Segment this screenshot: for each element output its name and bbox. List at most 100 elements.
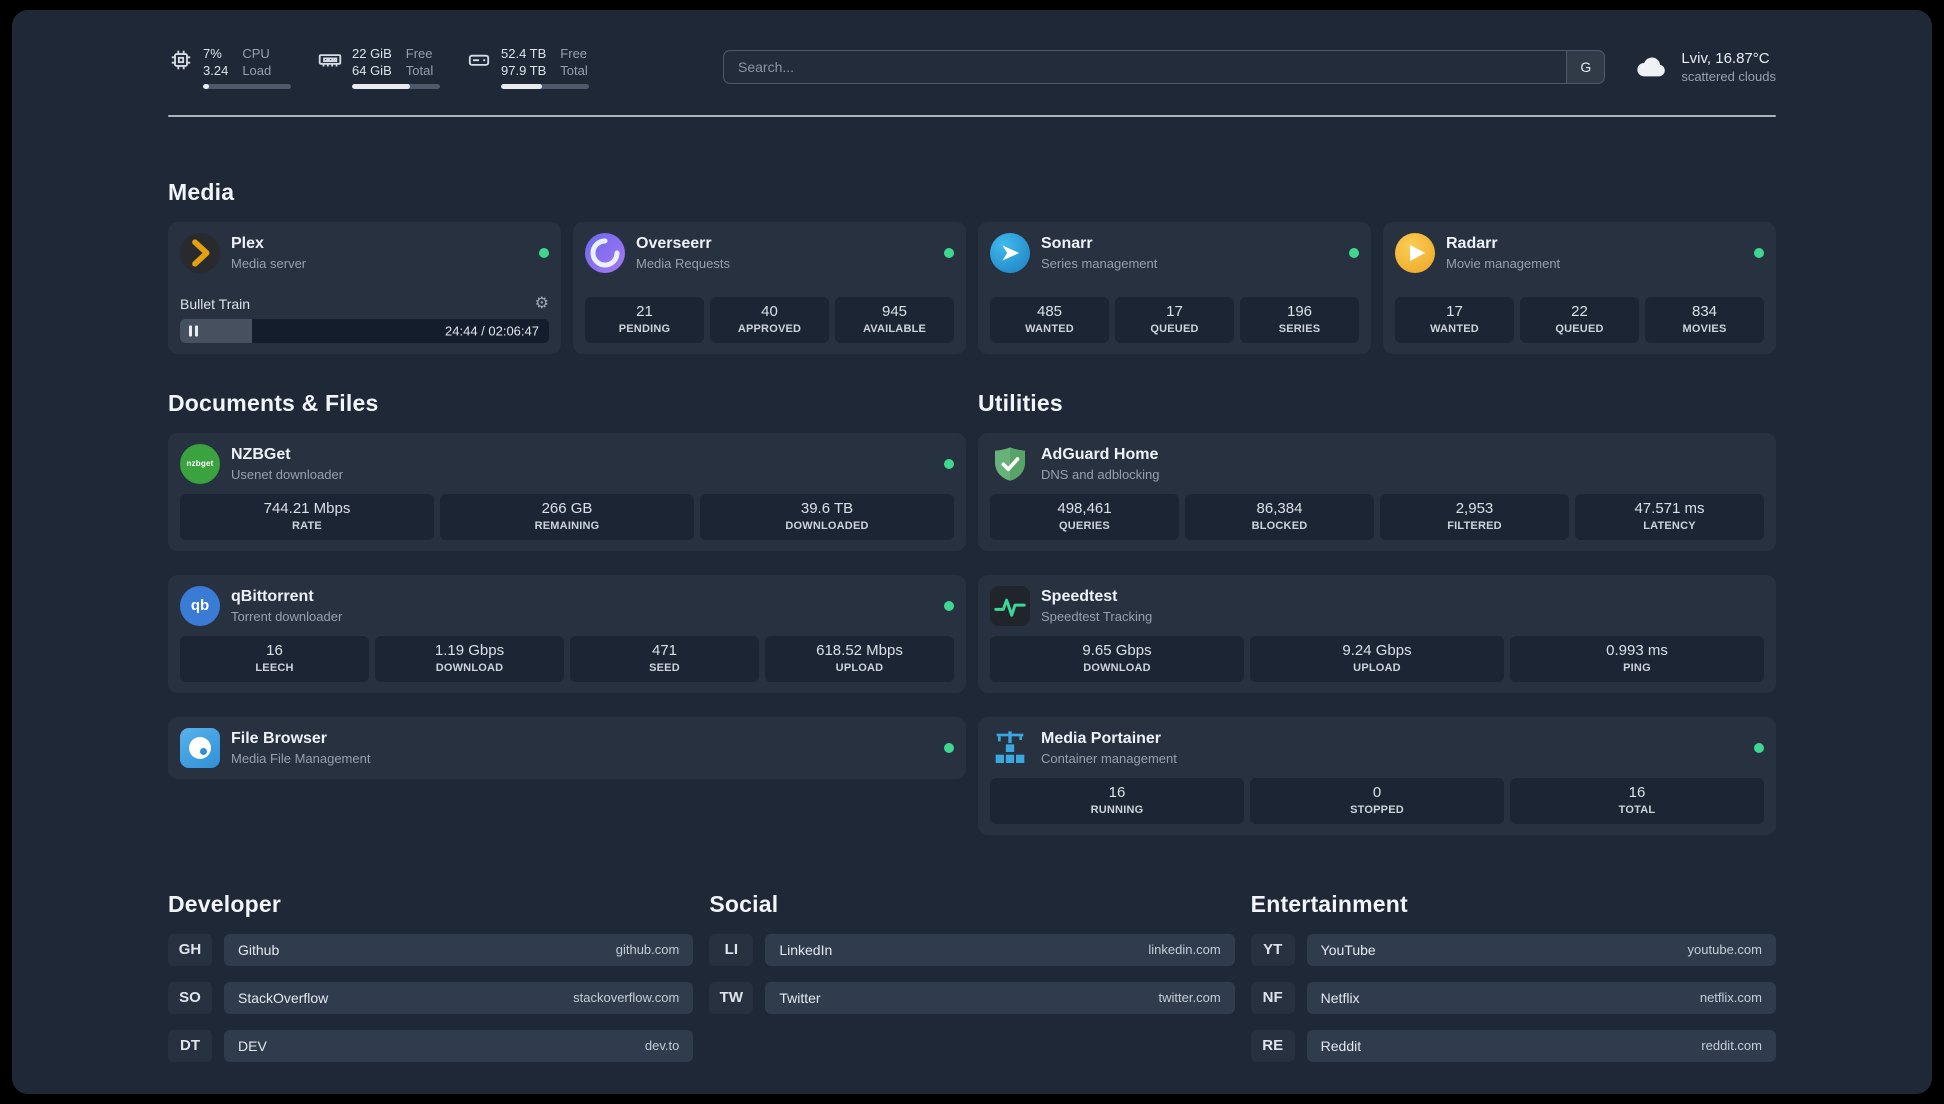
section-title-media: Media <box>168 178 235 205</box>
stat-wanted: 17 WANTED <box>1395 296 1514 343</box>
adguard-shield-icon <box>990 444 1030 484</box>
dashboard: 7% 3.24 CPU Load <box>12 10 1932 1094</box>
service-card-qbittorrent[interactable]: qb qBittorrent Torrent downloader 16 LEE… <box>168 574 966 693</box>
service-card-adguard[interactable]: AdGuard Home DNS and adblocking 498,461 … <box>978 432 1776 551</box>
dashboard-content: 7% 3.24 CPU Load <box>168 10 1776 1062</box>
bookmark-url: netflix.com <box>1699 990 1762 1006</box>
bookmark-name: Netflix <box>1320 989 1360 1006</box>
service-card-speedtest[interactable]: Speedtest Speedtest Tracking 9.65 Gbps D… <box>978 574 1776 693</box>
disk-icon <box>466 47 492 73</box>
bookmark-name: Reddit <box>1320 1037 1362 1054</box>
stat-approved: 40 APPROVED <box>710 296 829 343</box>
bookmark-abbr: DT <box>168 1029 212 1062</box>
stat-download: 9.65 Gbps DOWNLOAD <box>990 635 1244 682</box>
service-card-radarr[interactable]: Radarr Movie management 17 WANTED 22 QUE… <box>1383 221 1776 354</box>
service-name: Speedtest <box>1041 588 1118 606</box>
bookmark-twitter[interactable]: TW Twitter twitter.com <box>709 981 1235 1014</box>
cpu-labels: CPU Load <box>242 46 272 78</box>
section-title-entertainment: Entertainment <box>1250 890 1408 917</box>
section-title-documents: Documents & Files <box>168 389 379 416</box>
service-name: Sonarr <box>1041 235 1093 253</box>
bookmark-name: LinkedIn <box>779 941 833 958</box>
service-name: AdGuard Home <box>1041 446 1159 464</box>
speedtest-stats: 9.65 Gbps DOWNLOAD 9.24 Gbps UPLOAD 0.99… <box>990 635 1764 682</box>
pause-icon[interactable] <box>189 325 198 337</box>
memory-labels: Free Total <box>405 46 434 78</box>
stat-pending: 21 PENDING <box>585 296 704 343</box>
qbittorrent-header: qb qBittorrent Torrent downloader <box>180 585 954 626</box>
stat-remaining: 266 GB REMAINING <box>440 493 694 540</box>
bookmark-abbr: GH <box>168 933 212 966</box>
bookmark-reddit[interactable]: RE Reddit reddit.com <box>1250 1029 1776 1062</box>
overseerr-icon <box>585 232 625 273</box>
service-card-filebrowser[interactable]: File Browser Media File Management <box>168 716 966 779</box>
sonarr-icon <box>990 232 1030 273</box>
service-name: Radarr <box>1446 235 1498 253</box>
bookmark-url: github.com <box>615 942 680 958</box>
service-card-plex[interactable]: Plex Media server Bullet Train ⚙ 24:44 /… <box>168 221 561 354</box>
stat-running: 16 RUNNING <box>990 777 1244 824</box>
search-provider-button[interactable]: G <box>1566 51 1605 84</box>
stat-ping: 0.993 ms PING <box>1510 635 1764 682</box>
section-documents: Documents & Files nzbget NZBGet Usenet d… <box>168 390 966 835</box>
stat-latency: 47.571 ms LATENCY <box>1575 493 1764 540</box>
bookmark-abbr: NF <box>1250 981 1295 1014</box>
bookmark-name: YouTube <box>1320 941 1376 958</box>
bookmark-name: DEV <box>238 1037 267 1054</box>
status-dot <box>539 247 549 258</box>
bookmarks-section: Developer GH Github github.com SO StackO… <box>168 891 1776 1062</box>
adguard-stats: 498,461 QUERIES 86,384 BLOCKED 2,953 FIL… <box>990 493 1764 540</box>
bookmark-dev[interactable]: DT DEV dev.to <box>168 1029 694 1062</box>
now-playing-title: Bullet Train <box>180 295 251 312</box>
stat-download: 1.19 Gbps DOWNLOAD <box>375 635 564 682</box>
service-subtitle: Media server <box>231 256 307 272</box>
service-card-portainer[interactable]: Media Portainer Container management 16 … <box>978 716 1776 835</box>
disk-usage-bar <box>501 83 589 89</box>
memory-icon <box>317 47 343 73</box>
status-dot <box>944 600 954 611</box>
stat-upload: 618.52 Mbps UPLOAD <box>765 635 954 682</box>
service-subtitle: Series management <box>1041 256 1158 272</box>
cloud-icon <box>1633 53 1671 81</box>
overseerr-stats: 21 PENDING 40 APPROVED 945 AVAILABLE <box>585 296 954 343</box>
bookmark-group-entertainment: Entertainment YT YouTube youtube.com NF … <box>1250 890 1776 1062</box>
bookmark-youtube[interactable]: YT YouTube youtube.com <box>1250 933 1776 966</box>
memory-usage-bar <box>352 83 440 89</box>
bookmark-netflix[interactable]: NF Netflix netflix.com <box>1250 981 1776 1014</box>
cpu-icon <box>168 47 194 73</box>
service-name: NZBGet <box>231 446 291 464</box>
gear-icon[interactable]: ⚙ <box>534 294 549 312</box>
filebrowser-icon <box>180 727 220 768</box>
bookmark-stackoverflow[interactable]: SO StackOverflow stackoverflow.com <box>168 981 694 1014</box>
stat-movies: 834 MOVIES <box>1645 296 1764 343</box>
service-card-nzbget[interactable]: nzbget NZBGet Usenet downloader 744.21 M… <box>168 432 966 551</box>
portainer-stats: 16 RUNNING 0 STOPPED 16 TOTAL <box>990 777 1764 824</box>
service-subtitle: Media File Management <box>231 751 371 767</box>
search-bar: G <box>723 50 1606 85</box>
playback-progress-bar[interactable]: 24:44 / 02:06:47 <box>180 318 549 343</box>
top-bar: 7% 3.24 CPU Load <box>168 46 1776 89</box>
search-input[interactable] <box>724 59 1567 76</box>
filebrowser-header: File Browser Media File Management <box>180 727 954 768</box>
stat-stopped: 0 STOPPED <box>1250 777 1504 824</box>
qbittorrent-stats: 16 LEECH 1.19 Gbps DOWNLOAD 471 SEED 6 <box>180 635 954 682</box>
plex-icon <box>180 232 220 273</box>
bookmark-abbr: YT <box>1250 933 1295 966</box>
stat-rate: 744.21 Mbps RATE <box>180 493 434 540</box>
service-card-overseerr[interactable]: Overseerr Media Requests 21 PENDING 40 A… <box>573 221 966 354</box>
bookmark-abbr: RE <box>1250 1029 1295 1062</box>
status-dot <box>944 458 954 469</box>
radarr-stats: 17 WANTED 22 QUEUED 834 MOVIES <box>1395 296 1764 343</box>
radarr-header: Radarr Movie management <box>1395 232 1764 273</box>
memory-values: 22 GiB 64 GiB <box>352 46 392 78</box>
bookmark-url: dev.to <box>644 1038 680 1054</box>
cpu-usage-bar <box>203 83 291 89</box>
plex-header: Plex Media server <box>180 232 549 273</box>
bookmark-linkedin[interactable]: LI LinkedIn linkedin.com <box>709 933 1235 966</box>
status-dot <box>944 742 954 753</box>
service-card-sonarr[interactable]: Sonarr Series management 485 WANTED 17 Q… <box>978 221 1371 354</box>
cpu-values: 7% 3.24 <box>203 46 229 78</box>
weather-location: Lviv, 16.87°C <box>1681 50 1770 68</box>
bookmark-github[interactable]: GH Github github.com <box>168 933 694 966</box>
bookmark-name: StackOverflow <box>238 989 329 1006</box>
